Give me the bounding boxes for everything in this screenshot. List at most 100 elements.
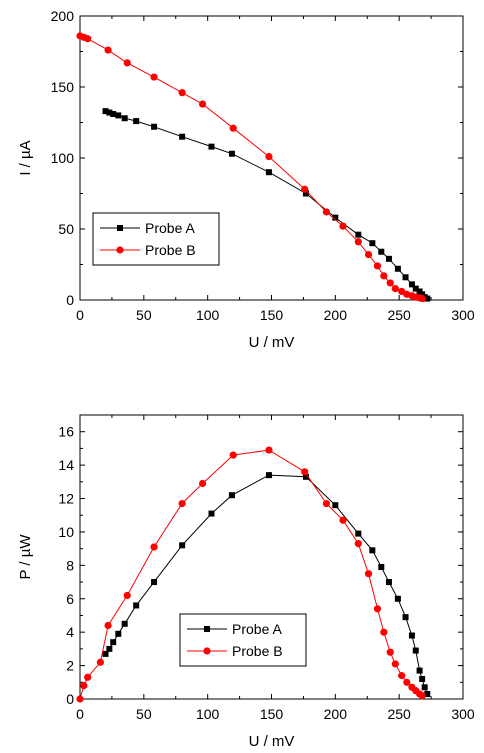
data-point xyxy=(386,279,394,287)
legend-marker xyxy=(204,626,210,632)
data-point xyxy=(151,123,158,130)
data-point xyxy=(229,124,237,132)
series-probe-a xyxy=(102,108,431,302)
legend-label: Probe B xyxy=(232,643,283,659)
data-point xyxy=(106,645,113,652)
y-tick-label: 8 xyxy=(66,557,74,573)
data-point xyxy=(265,472,272,479)
x-tick-label: 0 xyxy=(76,307,84,323)
data-point xyxy=(402,274,409,281)
data-point xyxy=(373,262,382,270)
data-point xyxy=(84,35,92,43)
data-point xyxy=(301,468,309,476)
y-tick-label: 12 xyxy=(58,491,74,507)
data-point xyxy=(380,628,388,636)
data-point xyxy=(408,281,415,288)
data-point xyxy=(322,499,330,508)
data-point xyxy=(412,285,419,292)
data-point xyxy=(391,285,399,293)
x-tick-label: 100 xyxy=(196,307,220,323)
data-point xyxy=(110,639,117,646)
data-point xyxy=(228,150,235,157)
data-point xyxy=(385,579,392,586)
data-point xyxy=(106,109,113,116)
data-point xyxy=(265,169,272,176)
data-point xyxy=(418,692,426,700)
data-point xyxy=(424,690,431,697)
data-point xyxy=(123,591,131,600)
y-tick-label: 100 xyxy=(51,150,75,166)
data-point xyxy=(178,499,186,508)
x-tick-label: 300 xyxy=(451,307,475,323)
data-point xyxy=(354,238,362,246)
y-tick-label: 6 xyxy=(66,591,74,607)
data-point xyxy=(369,547,376,554)
data-point xyxy=(378,564,385,571)
x-tick-label: 150 xyxy=(260,307,284,323)
data-point xyxy=(123,59,131,67)
data-point xyxy=(394,265,401,272)
data-point xyxy=(228,492,235,499)
iv-chart: 0 50 100 150 200 250 300 0 50 100 150 200 U / mV I / … xyxy=(17,8,475,351)
data-point xyxy=(96,658,105,666)
series-line xyxy=(105,110,428,300)
data-point xyxy=(322,208,330,216)
data-point xyxy=(394,595,401,602)
y-tick-label: 2 xyxy=(66,658,74,674)
x-tick-label: 200 xyxy=(324,307,348,323)
data-point xyxy=(229,451,237,459)
data-point xyxy=(403,678,411,686)
data-point xyxy=(386,648,394,656)
y-tick-label: 50 xyxy=(58,221,74,237)
legend-label: Probe A xyxy=(232,621,282,637)
data-point xyxy=(265,446,273,454)
data-point xyxy=(332,502,339,509)
power-chart: 0 50 100 150 200 250 300 0 2 4 6 8 10 12 14 16 U / mV P /… xyxy=(17,414,475,750)
legend-box xyxy=(179,613,307,667)
data-point xyxy=(380,272,388,280)
data-point xyxy=(208,510,215,517)
data-point xyxy=(364,250,373,259)
data-point xyxy=(355,530,362,537)
data-point xyxy=(151,579,158,586)
data-point xyxy=(302,190,309,197)
x-tick-label: 200 xyxy=(324,706,348,722)
y-tick-label: 14 xyxy=(58,457,74,473)
y-tick-label: 0 xyxy=(66,691,74,707)
data-point xyxy=(355,231,362,238)
data-point xyxy=(179,133,186,140)
data-point xyxy=(76,695,84,703)
data-point xyxy=(416,667,423,674)
data-point xyxy=(179,542,186,549)
y-tick-label: 200 xyxy=(51,8,75,24)
data-point xyxy=(121,115,128,122)
data-point xyxy=(418,294,426,303)
data-point xyxy=(301,185,309,193)
y-tick-label: 4 xyxy=(66,624,74,640)
legend: Probe A Probe B xyxy=(92,212,220,266)
data-point xyxy=(133,118,140,125)
legend-label: Probe A xyxy=(145,220,195,236)
data-point xyxy=(115,112,122,119)
data-point xyxy=(302,473,309,480)
data-point xyxy=(398,672,406,680)
x-tick-label: 50 xyxy=(136,307,152,323)
data-point xyxy=(80,682,88,690)
data-point xyxy=(110,110,117,117)
data-point xyxy=(115,630,122,637)
data-point xyxy=(402,614,409,621)
data-point xyxy=(424,295,431,302)
data-point xyxy=(373,605,382,613)
data-point xyxy=(364,570,373,578)
data-point xyxy=(150,73,158,81)
legend-marker xyxy=(203,647,211,655)
data-point xyxy=(84,673,92,681)
data-point xyxy=(198,479,207,488)
y-axis-label: I / µA xyxy=(17,140,34,175)
y-tick-label: 16 xyxy=(58,424,74,440)
x-tick-label: 0 xyxy=(76,706,84,722)
legend-marker xyxy=(117,225,123,231)
data-point xyxy=(354,540,362,548)
data-point xyxy=(265,152,273,161)
